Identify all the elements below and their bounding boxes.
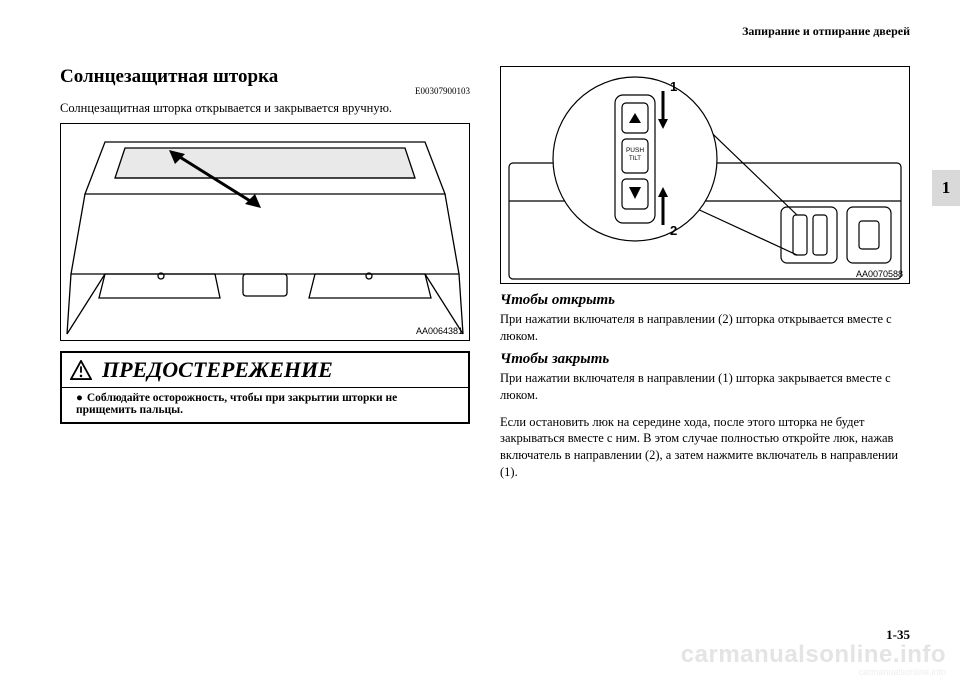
- figure-code: AA0064381: [416, 326, 463, 336]
- figure-sunshade: AA0064381: [60, 123, 470, 341]
- close-text: При нажатии включателя в направлении (1)…: [500, 370, 910, 404]
- figure-code: AA0070588: [856, 269, 903, 279]
- label-push: PUSH: [626, 147, 644, 154]
- label-tilt: TILT: [629, 156, 641, 162]
- caution-header: ПРЕДОСТЕРЕЖЕНИЕ: [62, 353, 468, 388]
- caution-body: ● Соблюдайте осторожность, чтобы при зак…: [62, 388, 468, 422]
- intro-text: Солнцезащитная шторка открывается и закр…: [60, 100, 470, 117]
- figure-switch: 1 2 PUSH TILT AA0070588: [500, 66, 910, 284]
- switch-illustration: 1 2 PUSH TILT: [501, 67, 909, 283]
- left-column: Солнцезащитная шторка E00307900103 Солнц…: [60, 66, 470, 487]
- watermark-small: carmanualsonline.info: [858, 667, 946, 677]
- caution-title: ПРЕДОСТЕРЕЖЕНИЕ: [102, 357, 333, 383]
- two-column-layout: Солнцезащитная шторка E00307900103 Солнц…: [60, 66, 910, 487]
- section-title: Солнцезащитная шторка: [60, 66, 470, 88]
- sunshade-illustration: [61, 124, 469, 340]
- caution-box: ПРЕДОСТЕРЕЖЕНИЕ ● Соблюдайте осторожност…: [60, 351, 470, 424]
- open-text: При нажатии включателя в направлении (2)…: [500, 311, 910, 345]
- right-column: 1 2 PUSH TILT AA0070588 Чтобы открыть Пр…: [500, 66, 910, 487]
- watermark: carmanualsonline.info: [681, 641, 946, 669]
- close-heading: Чтобы закрыть: [500, 351, 910, 368]
- caution-text: Соблюдайте осторожность, чтобы при закры…: [76, 392, 397, 416]
- section-tab: 1: [932, 170, 960, 206]
- bullet: ●: [76, 392, 84, 404]
- open-heading: Чтобы открыть: [500, 292, 910, 309]
- note-text: Если остановить люк на середине хода, по…: [500, 414, 910, 482]
- label-2: 2: [670, 223, 677, 238]
- warning-triangle-icon: [70, 360, 92, 380]
- label-1: 1: [670, 79, 677, 94]
- running-header: Запирание и отпирание дверей: [742, 24, 910, 39]
